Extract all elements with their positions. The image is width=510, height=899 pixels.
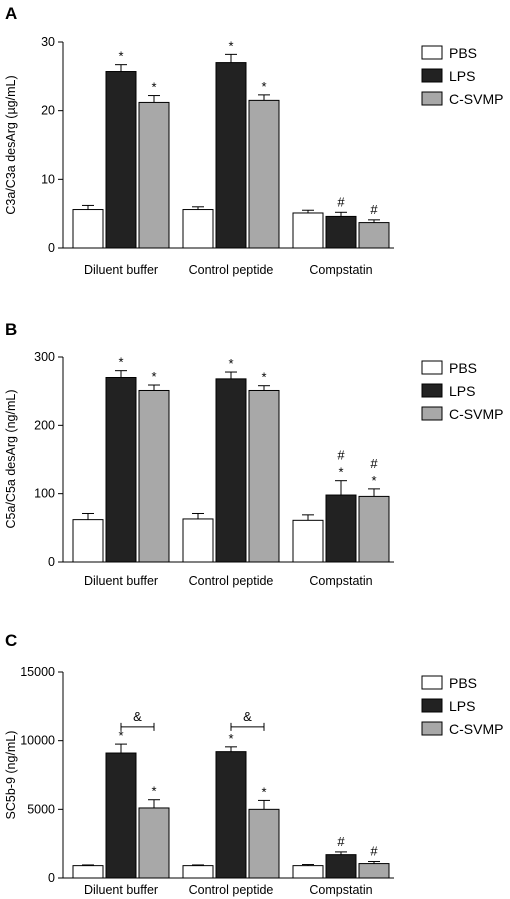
significance-asterisk: * — [228, 731, 233, 746]
y-tick-label: 0 — [48, 241, 55, 255]
significance-hash: # — [337, 834, 345, 849]
legend-swatch-c-svmp — [421, 406, 443, 421]
bar-pbs — [182, 518, 214, 563]
bar-pbs — [182, 865, 214, 879]
y-axis-label: SC5b-9 (ng/mL) — [4, 731, 18, 820]
significance-asterisk: * — [151, 784, 156, 799]
y-tick-label: 15000 — [20, 665, 55, 679]
panel-letter: C — [5, 631, 17, 650]
legend-swatch-pbs — [421, 45, 443, 60]
x-tick-label: Compstatin — [309, 883, 372, 897]
x-tick-label: Diluent buffer — [84, 883, 158, 897]
significance-asterisk: * — [118, 728, 123, 743]
legend-label-pbs: PBS — [449, 675, 477, 691]
bar-lps — [105, 377, 137, 563]
x-tick-label: Control peptide — [189, 574, 274, 588]
bar-pbs — [72, 209, 104, 249]
bar-lps — [325, 494, 357, 563]
legend-label-c-svmp: C-SVMP — [449, 406, 503, 422]
y-tick-label: 30 — [41, 35, 55, 49]
legend-label-c-svmp: C-SVMP — [449, 721, 503, 737]
significance-asterisk: * — [261, 784, 266, 799]
panel-c: C 0 5000 10000 15000 SC5b-9 (ng/mL) Diluent bu… — [4, 631, 503, 897]
bar-lps — [325, 854, 357, 879]
legend-swatch-lps — [421, 68, 443, 83]
bar-pbs — [292, 865, 324, 879]
significance-asterisk: * — [118, 49, 123, 64]
y-axis-label: C5a/C5a desArg (ng/mL) — [4, 390, 18, 529]
x-tick-label: Control peptide — [189, 883, 274, 897]
bar-lps — [215, 62, 247, 249]
significance-hash: # — [370, 456, 378, 471]
bar-c-svmp — [248, 808, 280, 879]
legend-swatch-c-svmp — [421, 721, 443, 736]
bracket-label: & — [133, 709, 142, 724]
bar-pbs — [292, 212, 324, 249]
y-tick-label: 10000 — [20, 734, 55, 748]
bracket-label: & — [243, 709, 252, 724]
legend-label-lps: LPS — [449, 383, 475, 399]
y-tick-label: 0 — [48, 871, 55, 885]
x-tick-label: Diluent buffer — [84, 263, 158, 277]
significance-asterisk: * — [338, 465, 343, 480]
panel-b: B 0 100 200 300 C5a/C5a desArg (ng/mL) Diluent… — [4, 320, 503, 588]
significance-asterisk: * — [228, 38, 233, 53]
panel-letter: B — [5, 320, 17, 339]
bar-c-svmp — [138, 101, 170, 249]
panel-a: A 0 10 20 30 C3a/C3a desArg (µg/mL) Diluent bu… — [4, 4, 503, 277]
significance-hash: # — [370, 202, 378, 217]
significance-asterisk: * — [261, 370, 266, 385]
bar-c-svmp — [138, 389, 170, 563]
bar-c-svmp — [358, 495, 390, 563]
legend-swatch-c-svmp — [421, 91, 443, 106]
legend-swatch-lps — [421, 383, 443, 398]
legend-swatch-pbs — [421, 675, 443, 690]
bar-lps — [325, 215, 357, 249]
y-tick-label: 5000 — [27, 802, 55, 816]
y-tick-label: 100 — [34, 487, 55, 501]
y-tick-label: 0 — [48, 555, 55, 569]
x-tick-label: Control peptide — [189, 263, 274, 277]
significance-asterisk: * — [151, 80, 156, 95]
significance-hash: # — [370, 844, 378, 859]
bar-lps — [215, 751, 247, 879]
legend-swatch-lps — [421, 698, 443, 713]
legend-label-pbs: PBS — [449, 360, 477, 376]
significance-asterisk: * — [371, 473, 376, 488]
bar-pbs — [72, 519, 104, 563]
significance-asterisk: * — [261, 79, 266, 94]
y-tick-label: 200 — [34, 418, 55, 432]
legend-label-pbs: PBS — [449, 45, 477, 61]
significance-asterisk: * — [151, 369, 156, 384]
bar-lps — [215, 378, 247, 563]
bar-pbs — [292, 519, 324, 563]
legend-label-c-svmp: C-SVMP — [449, 91, 503, 107]
bar-lps — [105, 752, 137, 879]
bar-lps — [105, 71, 137, 249]
x-tick-label: Compstatin — [309, 574, 372, 588]
significance-hash: # — [337, 194, 345, 209]
significance-hash: # — [337, 448, 345, 463]
bar-c-svmp — [248, 389, 280, 563]
significance-asterisk: * — [228, 356, 233, 371]
bar-c-svmp — [358, 222, 390, 249]
y-tick-label: 20 — [41, 104, 55, 118]
x-tick-label: Compstatin — [309, 263, 372, 277]
bar-c-svmp — [138, 807, 170, 879]
bar-pbs — [182, 209, 214, 249]
y-axis-label: C3a/C3a desArg (µg/mL) — [4, 75, 18, 214]
y-tick-label: 10 — [41, 172, 55, 186]
bar-c-svmp — [358, 863, 390, 879]
legend-label-lps: LPS — [449, 68, 475, 84]
bar-c-svmp — [248, 99, 280, 249]
legend-swatch-pbs — [421, 360, 443, 375]
y-tick-label: 300 — [34, 350, 55, 364]
legend-label-lps: LPS — [449, 698, 475, 714]
significance-asterisk: * — [118, 355, 123, 370]
bar-pbs — [72, 865, 104, 879]
panel-letter: A — [5, 4, 17, 23]
x-tick-label: Diluent buffer — [84, 574, 158, 588]
